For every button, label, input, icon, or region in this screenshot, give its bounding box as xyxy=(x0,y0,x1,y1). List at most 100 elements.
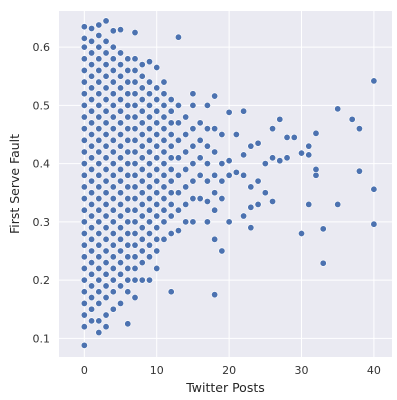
data-point xyxy=(174,33,182,41)
data-point xyxy=(211,206,219,214)
data-point xyxy=(80,78,88,86)
data-point xyxy=(102,177,110,185)
data-point xyxy=(117,270,125,278)
data-point xyxy=(80,90,88,98)
data-point xyxy=(80,43,88,51)
data-point xyxy=(95,299,103,307)
data-point xyxy=(124,101,132,109)
data-point xyxy=(124,195,132,203)
data-point xyxy=(211,235,219,243)
data-point xyxy=(225,157,233,165)
data-point xyxy=(145,206,153,214)
data-point xyxy=(189,160,197,168)
data-point xyxy=(102,61,110,69)
x-axis-ticks: 0 10 20 30 40 xyxy=(81,364,381,377)
data-point xyxy=(95,288,103,296)
data-point xyxy=(95,21,103,29)
data-point xyxy=(167,230,175,238)
data-point xyxy=(95,78,103,86)
data-point xyxy=(196,119,204,127)
data-point xyxy=(160,195,168,203)
data-point xyxy=(131,294,139,302)
data-point xyxy=(80,299,88,307)
data-point xyxy=(117,61,125,69)
data-point xyxy=(153,235,161,243)
data-point xyxy=(138,165,146,173)
data-point xyxy=(124,230,132,238)
data-point xyxy=(102,311,110,319)
data-point xyxy=(196,195,204,203)
data-point xyxy=(138,61,146,69)
data-point xyxy=(80,34,88,42)
data-point xyxy=(102,72,110,80)
data-point xyxy=(145,230,153,238)
data-point xyxy=(167,288,175,296)
data-point xyxy=(145,148,153,156)
data-point xyxy=(174,154,182,162)
data-point xyxy=(109,288,117,296)
data-point xyxy=(182,218,190,226)
data-point xyxy=(109,276,117,284)
data-point xyxy=(88,37,96,45)
data-point xyxy=(131,160,139,168)
data-point xyxy=(145,218,153,226)
data-point xyxy=(109,55,117,63)
data-point xyxy=(153,96,161,104)
data-point xyxy=(109,230,117,238)
data-point xyxy=(131,29,139,37)
data-point xyxy=(203,197,211,205)
data-point xyxy=(117,96,125,104)
data-point xyxy=(88,142,96,150)
data-point xyxy=(95,195,103,203)
data-point xyxy=(189,177,197,185)
data-point xyxy=(88,49,96,57)
data-point xyxy=(348,115,356,123)
data-point xyxy=(124,113,132,121)
data-point xyxy=(88,154,96,162)
data-point xyxy=(145,113,153,121)
data-point xyxy=(102,323,110,331)
data-point xyxy=(145,101,153,109)
data-point xyxy=(145,183,153,191)
data-point xyxy=(145,160,153,168)
data-point xyxy=(298,230,306,238)
data-point xyxy=(269,197,277,205)
y-tick-label: 0.5 xyxy=(33,99,51,112)
data-point xyxy=(117,247,125,255)
data-point xyxy=(153,84,161,92)
data-point xyxy=(131,218,139,226)
data-point xyxy=(261,189,269,197)
data-point xyxy=(153,200,161,208)
data-point xyxy=(95,66,103,74)
data-point xyxy=(95,253,103,261)
data-point xyxy=(109,66,117,74)
data-point xyxy=(160,113,168,121)
data-point xyxy=(370,185,378,193)
data-point xyxy=(102,282,110,290)
data-point xyxy=(153,189,161,197)
data-point xyxy=(160,171,168,179)
data-point xyxy=(80,241,88,249)
data-point xyxy=(153,224,161,232)
data-point xyxy=(109,305,117,313)
x-tick-label: 0 xyxy=(81,364,88,377)
data-point xyxy=(189,195,197,203)
data-point xyxy=(117,84,125,92)
data-point xyxy=(218,177,226,185)
y-tick-label: 0.3 xyxy=(33,216,51,229)
data-point xyxy=(80,125,88,133)
data-point xyxy=(138,276,146,284)
data-point xyxy=(131,171,139,179)
data-point xyxy=(102,224,110,232)
data-point xyxy=(167,130,175,138)
data-point xyxy=(131,253,139,261)
data-point xyxy=(88,84,96,92)
y-tick-label: 0.4 xyxy=(33,158,51,171)
data-point xyxy=(117,235,125,243)
data-point xyxy=(117,212,125,220)
y-axis-label: First Serve Fault xyxy=(7,134,22,234)
data-point xyxy=(145,276,153,284)
data-point xyxy=(319,259,327,267)
data-point xyxy=(138,235,146,243)
data-point xyxy=(153,64,161,72)
